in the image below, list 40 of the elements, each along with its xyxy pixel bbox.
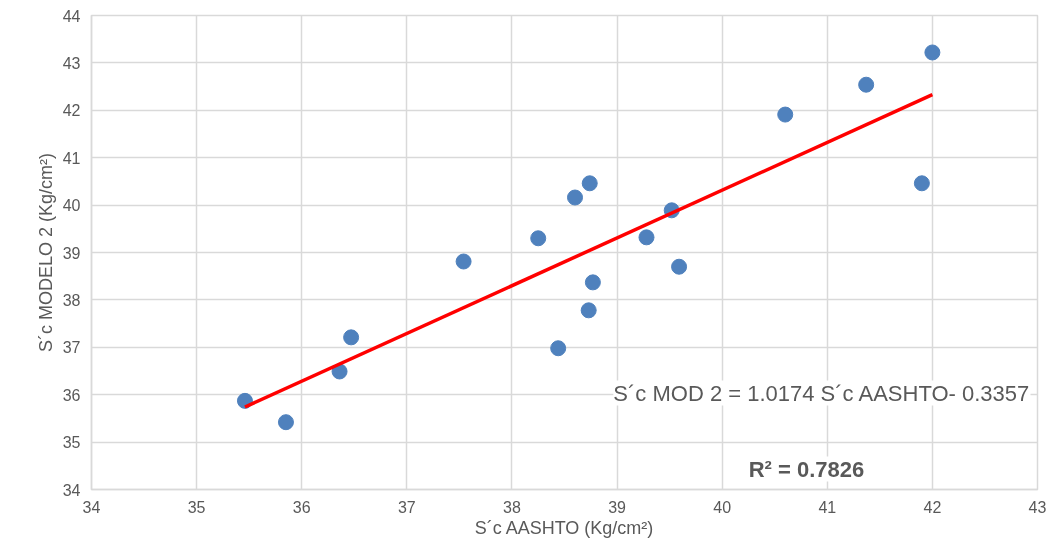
annotation: S´c MOD 2 = 1.0174 S´c AASHTO- 0.3357 bbox=[613, 380, 1030, 406]
y-axis-title: S´c MODELO 2 (Kg/cm²) bbox=[35, 152, 56, 353]
point bbox=[638, 229, 655, 246]
y-tick-label: 39 bbox=[62, 244, 81, 262]
point bbox=[858, 76, 875, 93]
point bbox=[277, 414, 294, 431]
x-tick-label: 37 bbox=[397, 498, 416, 516]
x-tick-label: 39 bbox=[608, 498, 627, 516]
point bbox=[343, 329, 360, 346]
point bbox=[581, 175, 598, 192]
point bbox=[550, 340, 567, 357]
y-tick-label: 35 bbox=[62, 434, 81, 452]
y-tick-label: 41 bbox=[62, 149, 81, 167]
x-tick-label: 38 bbox=[503, 498, 521, 516]
y-tick-label: 34 bbox=[62, 481, 81, 499]
x-tick-label: 36 bbox=[292, 498, 311, 516]
x-tick-label: 40 bbox=[713, 498, 732, 516]
y-tick-label: 43 bbox=[62, 54, 81, 72]
y-tick-label: 38 bbox=[62, 291, 81, 309]
point bbox=[913, 175, 930, 192]
x-tick-label: 43 bbox=[1028, 498, 1047, 516]
point bbox=[777, 106, 794, 123]
point bbox=[455, 253, 472, 270]
x-axis-title: S´c AASHTO (Kg/cm²) bbox=[474, 517, 654, 538]
point bbox=[671, 258, 688, 275]
y-tick-label: 36 bbox=[62, 386, 81, 404]
x-tick-label: 41 bbox=[818, 498, 837, 516]
point bbox=[584, 274, 601, 291]
point bbox=[567, 189, 584, 206]
y-tick-label: 44 bbox=[62, 7, 81, 25]
point bbox=[924, 44, 941, 61]
annotation: R² = 0.7826 bbox=[748, 456, 865, 482]
x-tick-label: 42 bbox=[923, 498, 942, 516]
x-tick-label: 35 bbox=[187, 498, 206, 516]
x-tick-label: 34 bbox=[82, 498, 101, 516]
y-tick-label: 40 bbox=[62, 197, 81, 215]
y-tick-label: 37 bbox=[62, 339, 81, 357]
point bbox=[580, 302, 597, 319]
point bbox=[530, 230, 547, 247]
y-tick-label: 42 bbox=[62, 102, 81, 120]
